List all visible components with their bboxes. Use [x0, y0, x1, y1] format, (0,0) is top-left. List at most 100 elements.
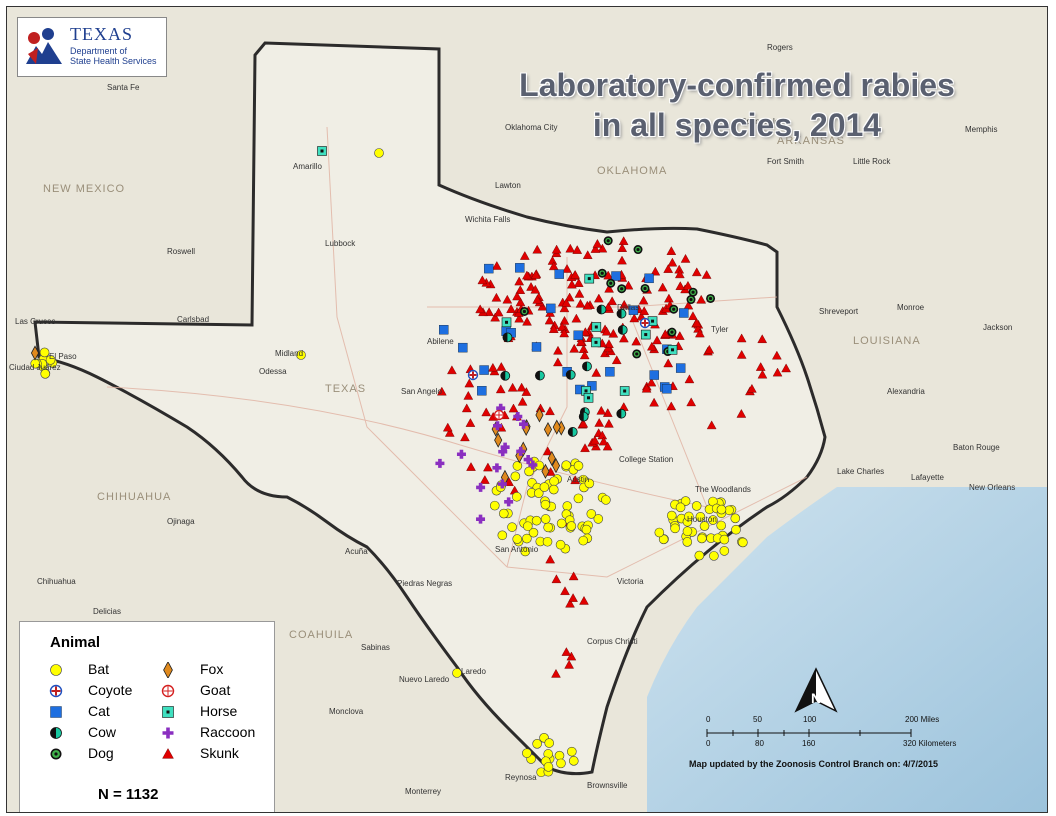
skunk-marker — [490, 312, 500, 322]
skunk-marker — [675, 281, 686, 290]
fox-marker — [163, 662, 173, 678]
cow-marker — [596, 304, 607, 315]
skunk-marker — [641, 383, 652, 393]
skunk-marker — [477, 275, 488, 285]
bat-marker — [593, 514, 604, 524]
map-title: Laboratory-confirmed rabies in all speci… — [437, 65, 1037, 145]
skunk-marker — [657, 282, 668, 292]
skunk-marker — [491, 261, 502, 270]
place-label: Shreveport — [819, 307, 859, 316]
skunk-marker — [704, 344, 715, 354]
raccoon-marker — [476, 482, 486, 492]
horse-marker — [584, 273, 595, 284]
skunk-marker — [512, 291, 522, 301]
skunk-marker — [647, 341, 657, 351]
cat-marker — [611, 271, 621, 281]
bat-marker — [539, 482, 550, 492]
place-label: Carlsbad — [177, 315, 210, 324]
bat-marker — [586, 509, 597, 519]
skunk-marker — [590, 244, 601, 253]
place-label: Roswell — [167, 247, 196, 256]
cat-square-icon — [50, 706, 62, 718]
north-label: N — [811, 690, 821, 706]
scale-bar — [706, 729, 912, 737]
skunk-marker — [564, 659, 574, 669]
skunk-marker — [674, 331, 685, 340]
raccoon-marker — [476, 514, 486, 524]
skunk-marker — [597, 430, 608, 440]
horse-marker — [501, 317, 512, 328]
place-label: Lafayette — [911, 473, 944, 482]
bat-marker — [716, 504, 727, 515]
horse-square-icon — [162, 706, 174, 718]
skunk-marker — [461, 403, 472, 413]
skunk-marker — [537, 301, 548, 311]
skunk-marker — [579, 595, 589, 605]
skunk-marker — [481, 407, 492, 417]
bat-marker — [452, 668, 462, 678]
skunk-marker — [601, 326, 612, 336]
legend-label: Raccoon — [200, 724, 256, 740]
dog-marker — [669, 304, 679, 314]
skunk-marker — [570, 270, 581, 279]
raccoon-marker — [513, 412, 523, 422]
bat-marker — [561, 460, 572, 470]
skunk-marker — [506, 304, 516, 313]
cat-marker — [649, 370, 659, 380]
place-label: Dallas — [617, 303, 640, 312]
skunk-marker — [691, 267, 702, 277]
skunk-marker — [444, 427, 455, 437]
bat-marker — [578, 535, 589, 546]
skunk-marker — [597, 243, 608, 253]
bat-marker — [520, 546, 531, 557]
bat-marker — [39, 347, 50, 358]
north-arrow-icon: N — [794, 667, 838, 713]
skunk-marker — [666, 246, 677, 255]
skunk-marker — [602, 408, 613, 417]
bat-marker — [543, 522, 553, 533]
fox-marker — [541, 463, 550, 479]
horse-marker — [591, 337, 601, 348]
place-label: Lawton — [495, 181, 521, 190]
skunk-marker — [663, 264, 674, 273]
scale-km-80: 80 — [755, 739, 764, 748]
bat-marker — [510, 471, 521, 482]
place-label: Ojinaga — [167, 517, 195, 526]
logo-line2: State Health Services — [70, 56, 157, 66]
dog-marker — [667, 327, 677, 337]
cat-marker — [546, 303, 556, 314]
bat-marker — [544, 738, 555, 748]
bat-marker — [567, 746, 577, 757]
skunk-marker — [559, 303, 570, 313]
cow-marker — [616, 408, 627, 419]
raccoon-marker — [498, 447, 508, 457]
fox-marker — [494, 432, 503, 448]
dog-marker — [606, 278, 616, 288]
cat-marker — [531, 342, 542, 352]
skunk-marker — [465, 418, 476, 427]
skunk-marker — [580, 327, 591, 336]
skunk-marker — [691, 318, 702, 328]
place-label: Houston — [687, 515, 717, 524]
legend: Animal Bat Coyote Cat Cow Dog Fox Goat Horse Rac… — [19, 621, 275, 812]
skunk-marker — [565, 243, 576, 253]
bat-marker — [566, 521, 577, 531]
skunk-marker — [544, 315, 555, 325]
place-label: Piedras Negras — [397, 579, 453, 588]
skunk-marker — [562, 264, 572, 273]
skunk-marker — [596, 405, 607, 415]
bat-marker — [675, 502, 686, 513]
place-label: Wichita Falls — [465, 215, 511, 224]
place-label: New Orleans — [969, 483, 1016, 492]
horse-marker — [317, 146, 327, 156]
bat-marker — [532, 739, 542, 749]
scale-mi-50: 50 — [753, 715, 762, 724]
skunk-marker — [519, 251, 530, 260]
bat-marker — [562, 501, 573, 511]
skunk-marker — [532, 244, 543, 254]
place-label: Austin — [567, 475, 590, 484]
logo-subtitle: Department of State Health Services — [70, 46, 157, 66]
legend-label: Bat — [88, 661, 110, 677]
skunk-marker — [684, 374, 695, 384]
legend-label: Horse — [200, 703, 238, 719]
